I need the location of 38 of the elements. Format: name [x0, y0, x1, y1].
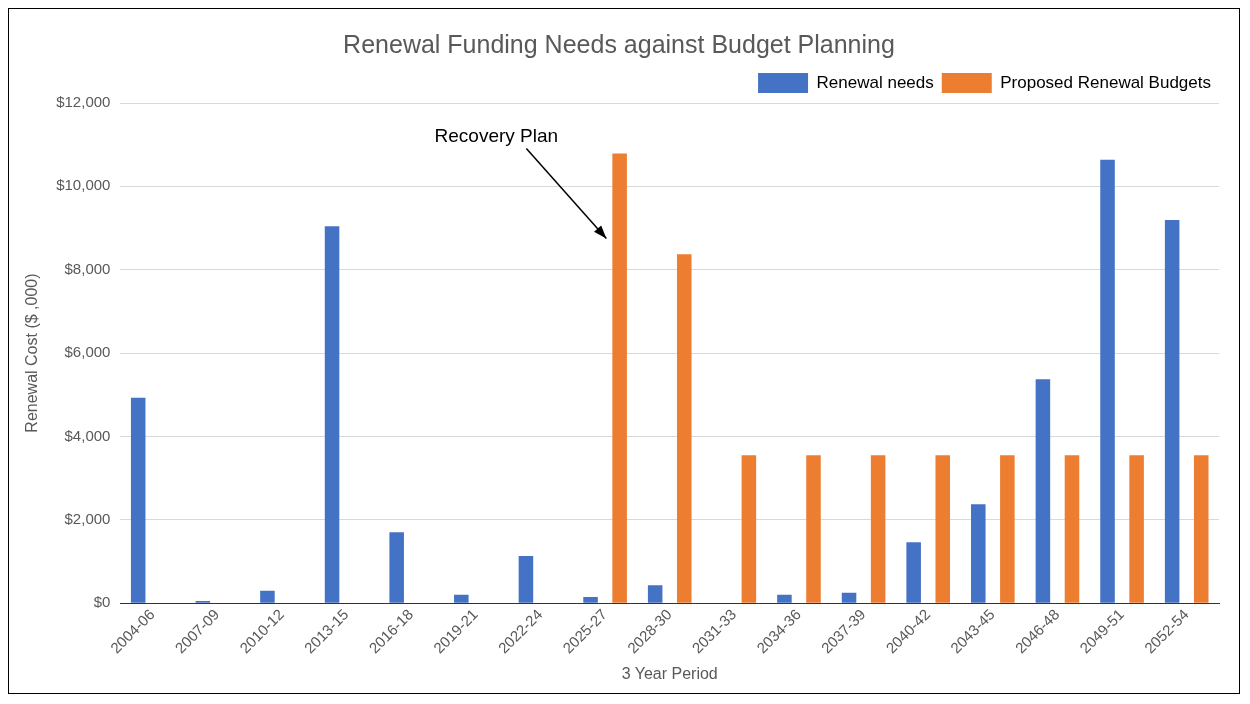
y-tick-label: $2,000 [64, 509, 111, 527]
bar [1064, 455, 1080, 603]
bar [518, 556, 534, 603]
bar [130, 397, 146, 603]
bar [1164, 220, 1180, 603]
legend-label: Proposed Renewal Budgets [1000, 72, 1211, 92]
bar [389, 532, 404, 603]
bar [676, 254, 692, 603]
bar [1000, 455, 1015, 603]
bar [260, 590, 275, 603]
bar [612, 153, 627, 603]
bar [741, 455, 757, 603]
x-axis-title: 3 Year Period [621, 664, 718, 682]
y-tick-label: $6,000 [64, 343, 111, 361]
bar [841, 592, 857, 603]
bar [1100, 159, 1115, 603]
y-tick-label: $10,000 [56, 176, 111, 194]
bar [935, 455, 951, 603]
y-tick-label: $4,000 [64, 426, 111, 444]
bar [971, 504, 986, 603]
bar [1035, 379, 1051, 603]
bar [777, 594, 792, 603]
bar [454, 594, 469, 603]
bar [806, 455, 821, 603]
bar [647, 585, 663, 603]
bar [906, 542, 921, 603]
bar [1193, 455, 1209, 603]
y-tick-label: $8,000 [64, 259, 111, 277]
y-axis-title: Renewal Cost ($ ,000) [23, 273, 41, 433]
bar [1129, 455, 1144, 603]
bar [583, 596, 598, 603]
annotation: Recovery Plan [434, 124, 559, 146]
legend-label: Renewal needs [816, 72, 934, 92]
bar [870, 455, 886, 603]
chart-title: Renewal Funding Needs against Budget Planning [343, 29, 895, 58]
y-tick-label: $0 [93, 593, 111, 611]
bar [324, 226, 340, 603]
y-tick-label: $12,000 [56, 93, 111, 111]
